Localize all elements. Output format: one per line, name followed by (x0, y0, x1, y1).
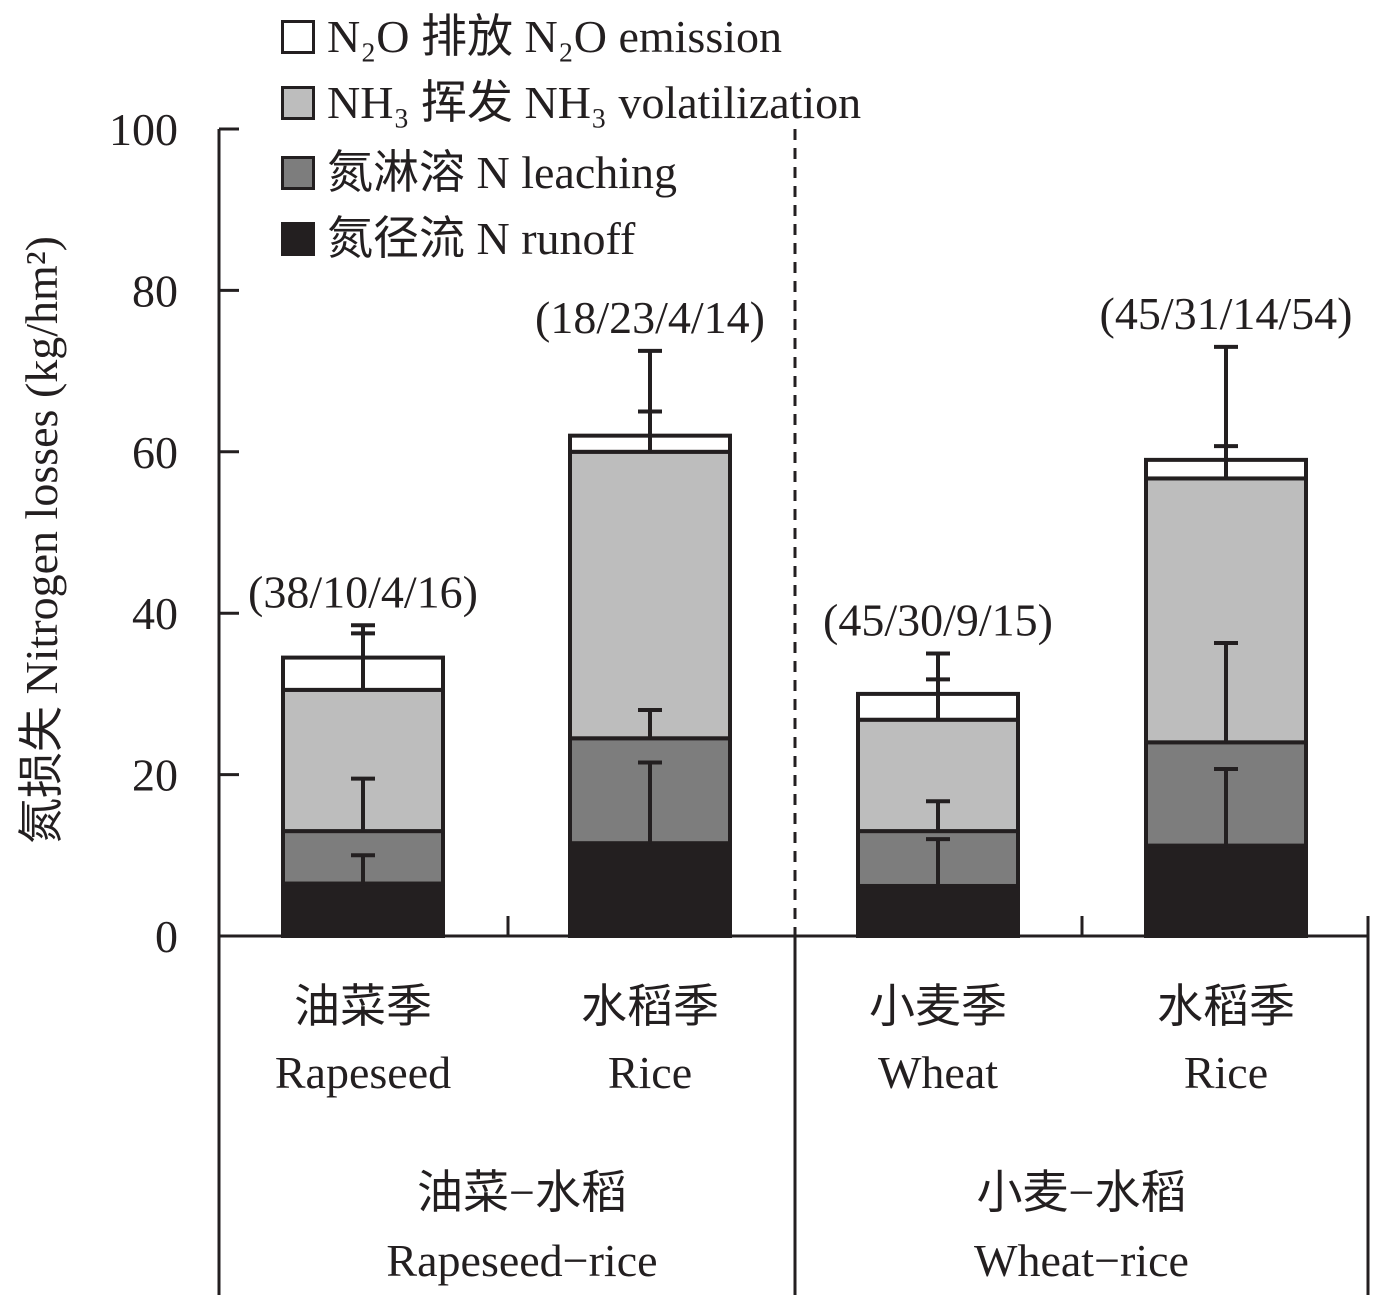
legend-item-runoff: 氮径流 N runoff (281, 206, 635, 272)
category-label-en: Rice (608, 1047, 692, 1098)
legend-swatch-leaching (281, 156, 315, 190)
category-label-zh: 小麦季 (869, 981, 1007, 1032)
y-axis-label: 氮损失 Nitrogen losses (kg/hm²) (16, 236, 67, 844)
bar-segment (856, 883, 1020, 939)
y-tick-label: 40 (132, 588, 178, 639)
legend-label-leaching: 氮淋溶 N leaching (327, 147, 678, 198)
legend-item-leaching: 氮淋溶 N leaching (281, 140, 677, 206)
bar-stacks (281, 433, 1308, 939)
category-label-zh: 油菜季 (294, 981, 432, 1032)
category-label-en: Rapeseed (275, 1047, 451, 1098)
bar-annotation: (18/23/4/14) (535, 292, 765, 343)
legend-swatch-n2o (281, 20, 315, 54)
category-label-zh: 水稻季 (1157, 981, 1295, 1032)
y-tick-label: 0 (155, 911, 178, 962)
error-bars (351, 344, 1238, 886)
group-label-en: Rapeseed−rice (386, 1235, 657, 1286)
category-label-en: Rice (1184, 1047, 1268, 1098)
group-label-en: Wheat−rice (974, 1235, 1189, 1286)
legend-label-n2o: N₂O 排放 N₂O emission (327, 11, 783, 62)
y-tick-label: 20 (132, 750, 178, 801)
legend-item-n2o: N₂O 排放 N₂O emission (281, 4, 782, 70)
legend-label-nh3: NH₃ 挥发 NH₃ volatilization (327, 77, 862, 128)
bar-segment (1144, 843, 1308, 939)
y-tick-label: 60 (132, 427, 178, 478)
chart-labels: 0 20 40 60 80 100 (38/10/4/16) 油菜季 Rapeseed (18/2… (109, 104, 1352, 1286)
bar-annotation: (45/31/14/54) (1100, 288, 1353, 339)
bar-segment (568, 449, 732, 741)
category-label-zh: 水稻季 (581, 981, 719, 1032)
legend-item-nh3: NH₃ 挥发 NH₃ volatilization (281, 70, 861, 136)
legend-label-runoff: 氮径流 N runoff (327, 213, 636, 264)
legend-swatch-runoff (281, 222, 315, 256)
legend-swatch-nh3 (281, 86, 315, 120)
bar-segment (281, 881, 445, 938)
y-tick-label: 100 (109, 104, 178, 155)
legend: N₂O 排放 N₂O emission NH₃ 挥发 NH₃ volatiliz… (281, 4, 1001, 274)
group-label-zh: 小麦−水稻 (977, 1167, 1187, 1218)
bar-segment (568, 841, 732, 939)
bar-annotation: (38/10/4/16) (248, 566, 478, 617)
category-label-en: Wheat (878, 1047, 998, 1098)
group-label-zh: 油菜−水稻 (417, 1167, 627, 1218)
y-tick-label: 80 (132, 265, 178, 316)
bar-annotation: (45/30/9/15) (823, 595, 1053, 646)
